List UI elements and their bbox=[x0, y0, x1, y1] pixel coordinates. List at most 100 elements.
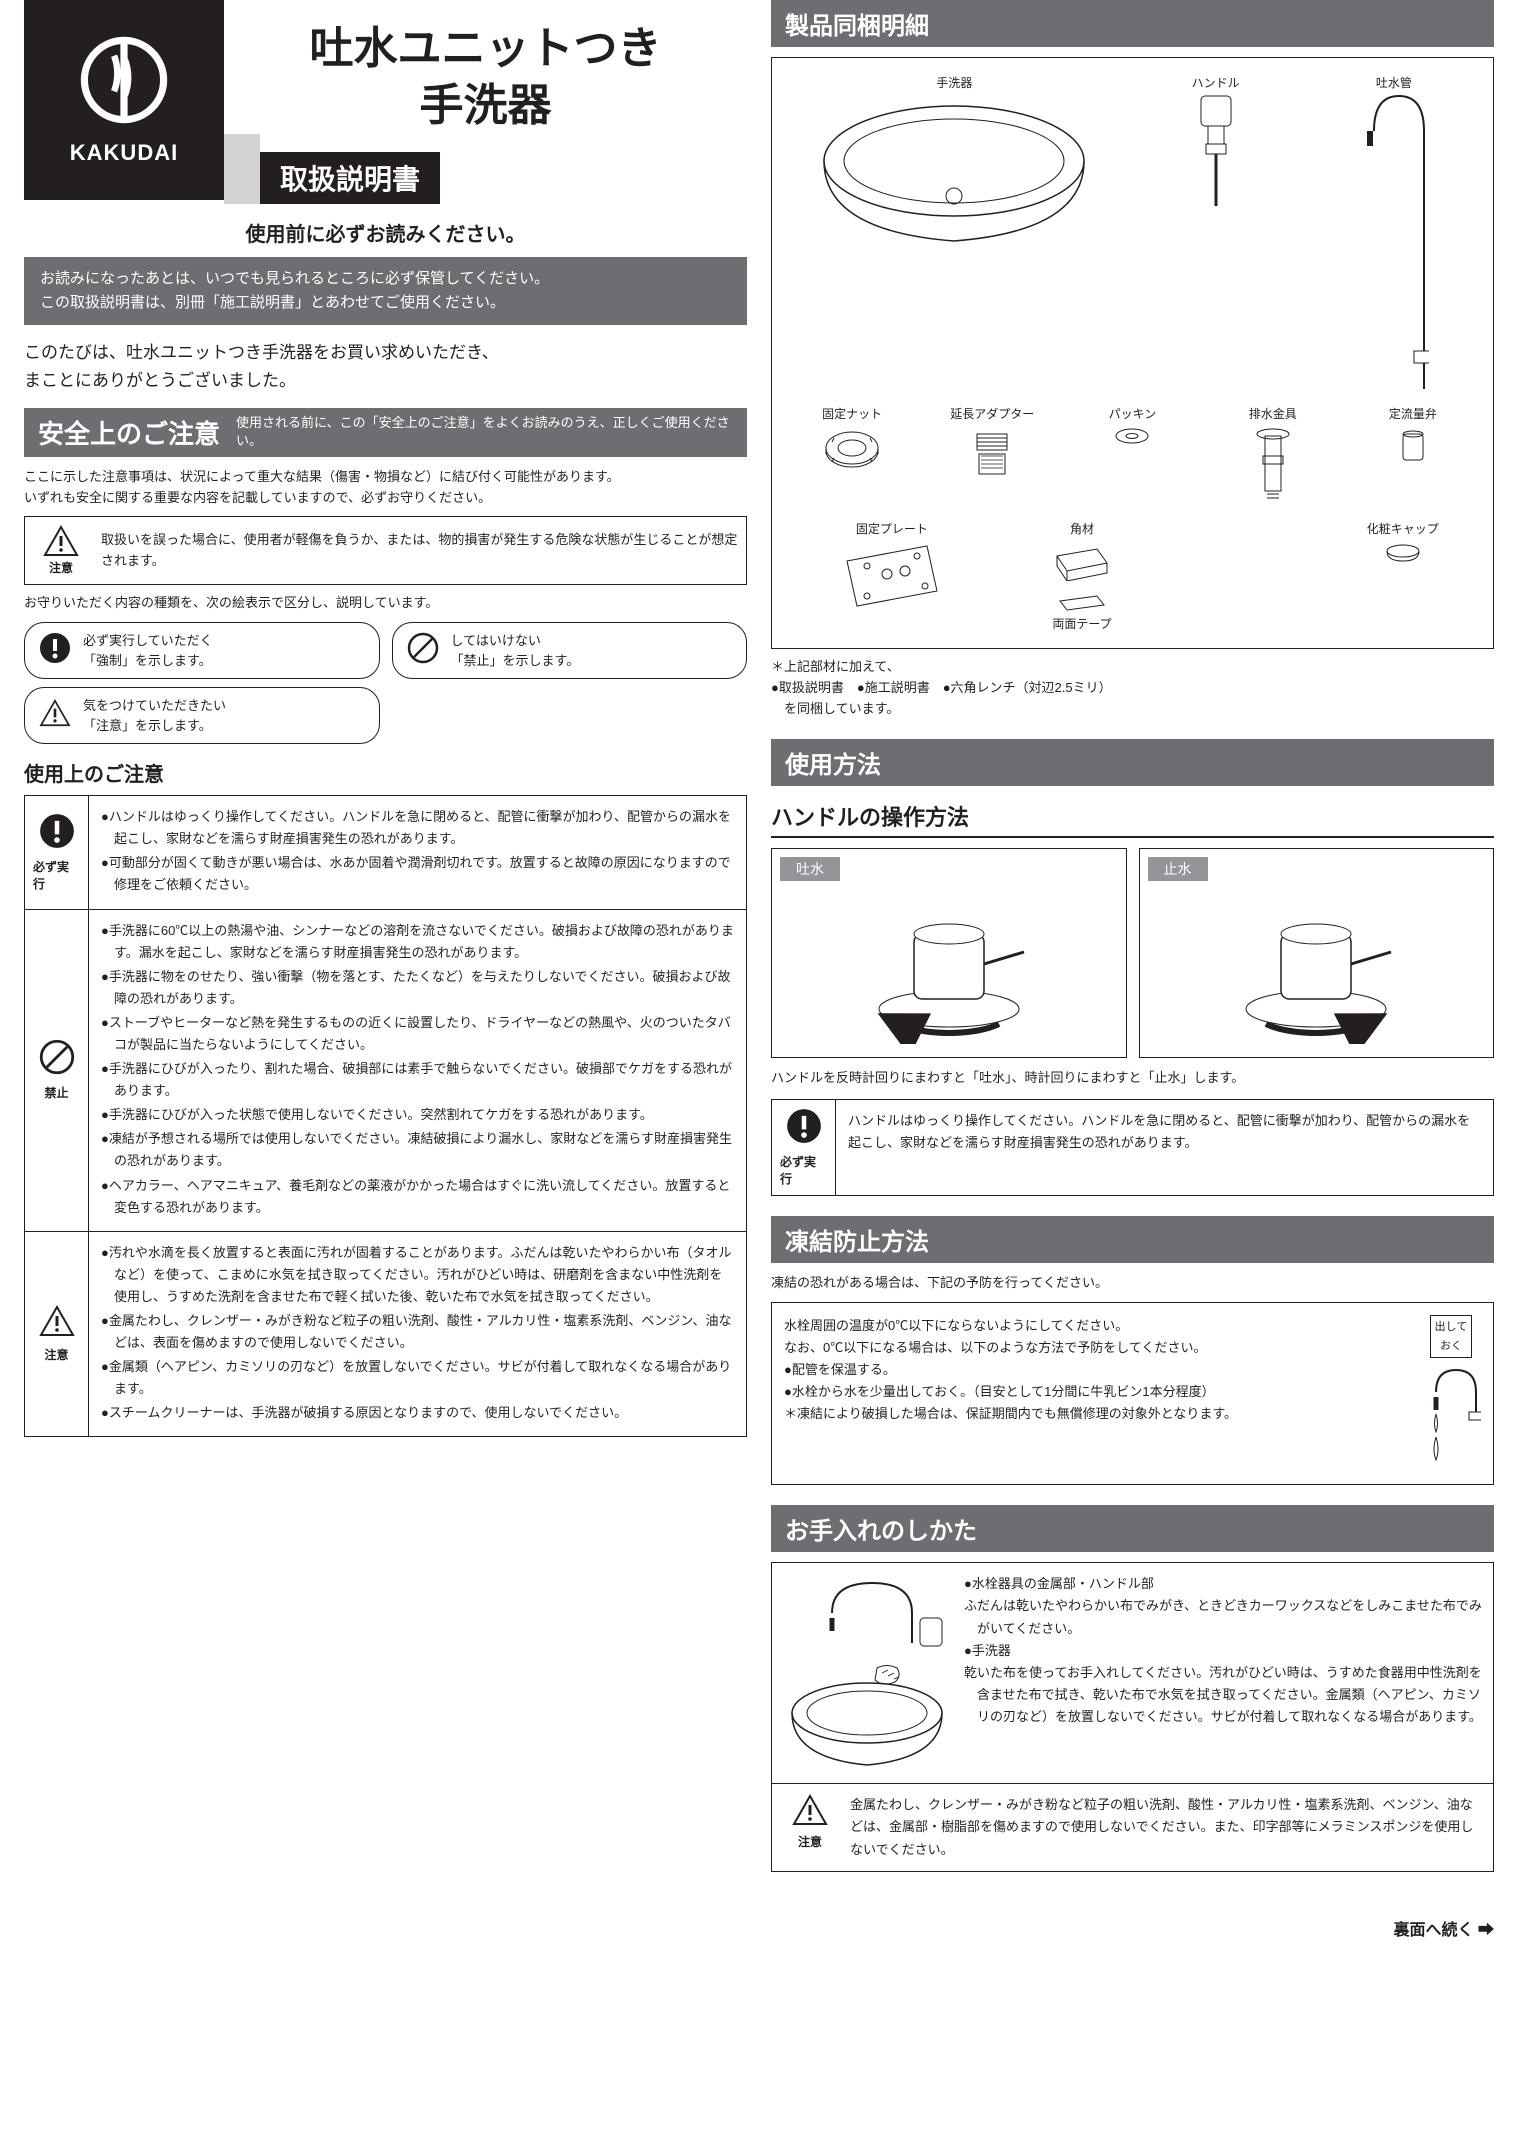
caution-label: 注意 bbox=[49, 559, 73, 576]
list-item: ●可動部分が固くて動きが悪い場合は、水あか固着や潤滑剤切れです。放置すると故障の… bbox=[101, 852, 734, 896]
caution-small-triangle-icon bbox=[39, 699, 71, 732]
thanks-line1: このたびは、吐水ユニットつき手洗器をお買い求めいただき、 bbox=[24, 339, 747, 366]
safety-section-bar: 安全上のご注意 使用される前に、この「安全上のご注意」をよくお読みのうえ、正しく… bbox=[24, 408, 747, 457]
packing-icon bbox=[1112, 426, 1152, 446]
list-item: ●金属たわし、クレンザー・みがき粉など粒子の粗い洗剤、酸性・アルカリ性・塩素系洗… bbox=[101, 1310, 734, 1354]
parts-note-1: ＊上記部材に加えて、 bbox=[771, 657, 1494, 678]
list-item: ●配管を保温する。 bbox=[784, 1359, 1409, 1381]
safety-subtitle: 使用される前に、この「安全上のご注意」をよくお読みのうえ、正しくご使用ください。 bbox=[236, 414, 733, 450]
part-spout-label: 吐水管 bbox=[1376, 74, 1412, 91]
legend-mandatory-text: 必ず実行していただく 「強制」を示します。 bbox=[83, 631, 213, 670]
mandatory-icon-2 bbox=[786, 1108, 822, 1149]
list-item: ●手洗器にひびが入ったり、割れた場合、破損部には素手で触らないでください。破損部… bbox=[101, 1058, 734, 1102]
parts-diagram-box: 手洗器 ハンドル 吐水管 固定ナット 延長アダ bbox=[771, 57, 1494, 649]
handle-open-diagram bbox=[780, 889, 1118, 1049]
maintenance-caution-box: 注意 金属たわし、クレンザー・みがき粉など粒子の粗い洗剤、酸性・アルカリ性・塩素… bbox=[771, 1784, 1494, 1871]
list-item: ●水栓から水を少量出しておく。（目安として1分間に牛乳ビン1本分程度） bbox=[784, 1381, 1409, 1403]
maintenance-caution-text: 金属たわし、クレンザー・みがき粉など粒子の粗い洗剤、酸性・アルカリ性・塩素系洗剤… bbox=[850, 1794, 1483, 1860]
read-before-notice: 使用前に必ずお読みください。 bbox=[24, 218, 747, 247]
continue-footer: 裏面へ続く ➡ bbox=[0, 1916, 1494, 1940]
usage-mandatory-box: 必ず実行 ●ハンドルはゆっくり操作してください。ハンドルを急に閉めると、配管に衝… bbox=[24, 795, 747, 909]
part-basin-label: 手洗器 bbox=[936, 74, 972, 91]
usage-method-heading: 使用方法 bbox=[771, 739, 1494, 786]
brand-logo-icon bbox=[79, 35, 169, 130]
list-item: ●手洗器に60℃以上の熱湯や油、シンナーなどの溶剤を流さないでください。破損およ… bbox=[101, 920, 734, 964]
maintenance-box: ●水栓器具の金属部・ハンドル部ふだんは乾いたやわらかい布でみがき、ときどきカーワ… bbox=[771, 1562, 1494, 1784]
storage-notice: お読みになったあとは、いつでも見られるところに必ず保管してください。 この取扱説… bbox=[24, 257, 747, 325]
spout-icon bbox=[1359, 91, 1429, 391]
legend-mandatory: 必ず実行していただく 「強制」を示します。 bbox=[24, 622, 380, 679]
list-item: ●スチームクリーナーは、手洗器が破損する原因となりますので、使用しないでください… bbox=[101, 1402, 734, 1424]
prohibit-label: 禁止 bbox=[44, 1084, 68, 1101]
list-item: ●手洗器に物をのせたり、強い衝撃（物を落とす、たたくなど）を与えたりしないでくだ… bbox=[101, 966, 734, 1010]
caution-label-3: 注意 bbox=[798, 1833, 822, 1850]
handle-direction-note: ハンドルを反時計回りにまわすと「吐水」、時計回りにまわすと「止水」します。 bbox=[771, 1068, 1494, 1089]
product-title-line1: 吐水ユニットつき bbox=[310, 24, 662, 73]
wood-block-icon bbox=[1052, 541, 1112, 581]
adapter-icon bbox=[967, 426, 1017, 481]
mandatory-icon bbox=[39, 813, 75, 854]
handle-open-box: 吐水 bbox=[771, 848, 1127, 1058]
product-title-line2: 手洗器 bbox=[420, 81, 552, 130]
storage-notice-line2: この取扱説明書は、別冊「施工説明書」とあわせてご使用ください。 bbox=[40, 291, 731, 315]
part-tape-label: 両面テープ bbox=[1052, 615, 1111, 632]
caution-icon-3 bbox=[792, 1794, 828, 1831]
caution-icon bbox=[39, 1305, 75, 1342]
list-item: ●金属類（ヘアピン、カミソリの刃など）を放置しないでください。サビが付着して取れ… bbox=[101, 1356, 734, 1400]
freeze-prevention-heading: 凍結防止方法 bbox=[771, 1216, 1494, 1263]
handle-requirement-text: ハンドルはゆっくり操作してください。ハンドルを急に閉めると、配管に衝撃が加わり、… bbox=[836, 1100, 1493, 1195]
mandatory-label-2: 必ず実行 bbox=[780, 1153, 827, 1187]
legend-caution: 気をつけていただきたい 「注意」を示します。 bbox=[24, 687, 380, 744]
safety-title: 安全上のご注意 bbox=[38, 414, 220, 451]
usage-prohibit-box: 禁止 ●手洗器に60℃以上の熱湯や油、シンナーなどの溶剤を流さないでください。破… bbox=[24, 910, 747, 1232]
handle-requirement-box: 必ず実行 ハンドルはゆっくり操作してください。ハンドルを急に閉めると、配管に衝撃… bbox=[771, 1099, 1494, 1196]
handle-close-diagram bbox=[1148, 889, 1486, 1049]
manual-type-label: 取扱説明書 bbox=[260, 152, 440, 204]
list-item: なお、0℃以下になる場合は、以下のような方法で予防をしてください。 bbox=[784, 1337, 1409, 1359]
maintenance-heading: お手入れのしかた bbox=[771, 1505, 1494, 1552]
drain-icon bbox=[1253, 426, 1293, 506]
legend-prohibit: してはいけない 「禁止」を示します。 bbox=[392, 622, 748, 679]
list-item: 乾いた布を使ってお手入れしてください。汚れがひどい時は、うすめた食器用中性洗剤を… bbox=[964, 1662, 1483, 1728]
plate-icon bbox=[837, 541, 947, 611]
storage-notice-line1: お読みになったあとは、いつでも見られるところに必ず保管してください。 bbox=[40, 267, 731, 291]
usage-mandatory-list: ●ハンドルはゆっくり操作してください。ハンドルを急に閉めると、配管に衝撃が加わり… bbox=[101, 806, 734, 896]
freeze-list: 水栓周囲の温度が0℃以下にならないようにしてください。なお、0℃以下になる場合は… bbox=[784, 1315, 1409, 1425]
caution-triangle-icon bbox=[43, 525, 79, 557]
safety-intro-1: ここに示した注意事項は、状況によって重大な結果（傷害・物損など）に結び付く可能性… bbox=[24, 467, 747, 488]
brand-logo-box: KAKUDAI bbox=[24, 0, 224, 200]
parts-list-heading: 製品同梱明細 bbox=[771, 0, 1494, 47]
usage-notes-heading: 使用上のご注意 bbox=[24, 758, 747, 787]
legend-prohibit-text: してはいけない 「禁止」を示します。 bbox=[451, 631, 580, 670]
part-wood-label: 角材 bbox=[1070, 520, 1094, 537]
part-flow-label: 定流量弁 bbox=[1389, 405, 1437, 422]
caution-label-2: 注意 bbox=[44, 1346, 68, 1363]
part-packing-label: パッキン bbox=[1109, 405, 1157, 422]
thanks-line2: まことにありがとうございました。 bbox=[24, 367, 747, 394]
part-adapter-label: 延長アダプター bbox=[950, 405, 1034, 422]
basin-icon bbox=[814, 91, 1094, 251]
list-item: ●ヘアカラー、ヘアマニキュア、養毛剤などの薬液がかかった場合はすぐに洗い流してく… bbox=[101, 1175, 734, 1219]
product-title: 吐水ユニットつき 手洗器 bbox=[310, 20, 662, 134]
dripping-faucet-icon bbox=[1421, 1362, 1481, 1472]
tape-icon bbox=[1057, 593, 1107, 611]
list-item: ●ハンドルはゆっくり操作してください。ハンドルを急に閉めると、配管に衝撃が加わり… bbox=[101, 806, 734, 850]
part-drain-label: 排水金具 bbox=[1249, 405, 1297, 422]
usage-prohibit-list: ●手洗器に60℃以上の熱湯や油、シンナーなどの溶剤を流さないでください。破損およ… bbox=[101, 920, 734, 1219]
thanks-message: このたびは、吐水ユニットつき手洗器をお買い求めいただき、 まことにありがとうござ… bbox=[24, 339, 747, 393]
cap-icon bbox=[1383, 541, 1423, 565]
usage-caution-list: ●汚れや水滴を長く放置すると表面に汚れが固着することがあります。ふだんは乾いたや… bbox=[101, 1242, 734, 1425]
freeze-callout: 出して おく bbox=[1430, 1315, 1473, 1358]
freeze-prevention-box: 水栓周囲の温度が0℃以下にならないようにしてください。なお、0℃以下になる場合は… bbox=[771, 1302, 1494, 1485]
caution-definition-box: 注意 取扱いを誤った場合に、使用者が軽傷を負うか、または、物的損害が発生する危険… bbox=[24, 516, 747, 585]
brand-name: KAKUDAI bbox=[70, 140, 178, 166]
safety-intro: ここに示した注意事項は、状況によって重大な結果（傷害・物損など）に結び付く可能性… bbox=[24, 467, 747, 509]
maintenance-list: ●水栓器具の金属部・ハンドル部ふだんは乾いたやわらかい布でみがき、ときどきカーワ… bbox=[964, 1573, 1483, 1728]
list-item: ●ストーブやヒーターなど熱を発生するものの近くに設置したり、ドライヤーなどの熱風… bbox=[101, 1012, 734, 1056]
maintenance-diagram bbox=[782, 1573, 952, 1773]
list-item: ●水栓器具の金属部・ハンドル部 bbox=[964, 1573, 1483, 1595]
list-item: ふだんは乾いたやわらかい布でみがき、ときどきカーワックスなどをしみこませた布でみ… bbox=[964, 1595, 1483, 1639]
decorative-stripe bbox=[224, 134, 260, 204]
prohibit-icon bbox=[39, 1039, 75, 1080]
flow-valve-icon bbox=[1395, 426, 1431, 466]
